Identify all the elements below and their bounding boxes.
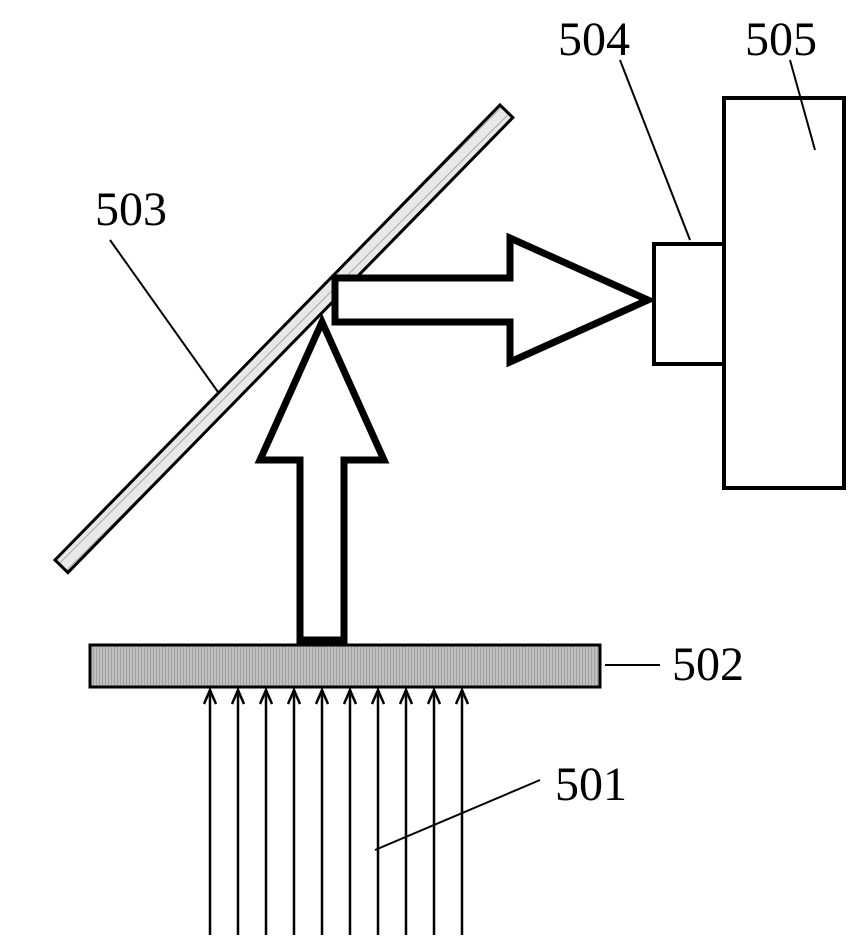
leader-l503 [110, 240, 218, 392]
mirror-503 [55, 105, 513, 573]
label-n503: 503 [95, 183, 167, 236]
label-n505: 505 [745, 13, 817, 66]
leader-l504 [620, 60, 690, 240]
label-n501: 501 [555, 758, 627, 811]
leader-l501 [375, 780, 540, 850]
beam-arrow-right [335, 238, 648, 362]
label-n504: 504 [558, 13, 630, 66]
converging-plate-502 [90, 645, 600, 687]
detector-block-505 [724, 98, 844, 488]
lens-block-504 [654, 244, 724, 364]
beam-arrow-up [260, 322, 384, 640]
label-n502: 502 [672, 638, 744, 691]
incident-rays-501 [204, 690, 468, 935]
